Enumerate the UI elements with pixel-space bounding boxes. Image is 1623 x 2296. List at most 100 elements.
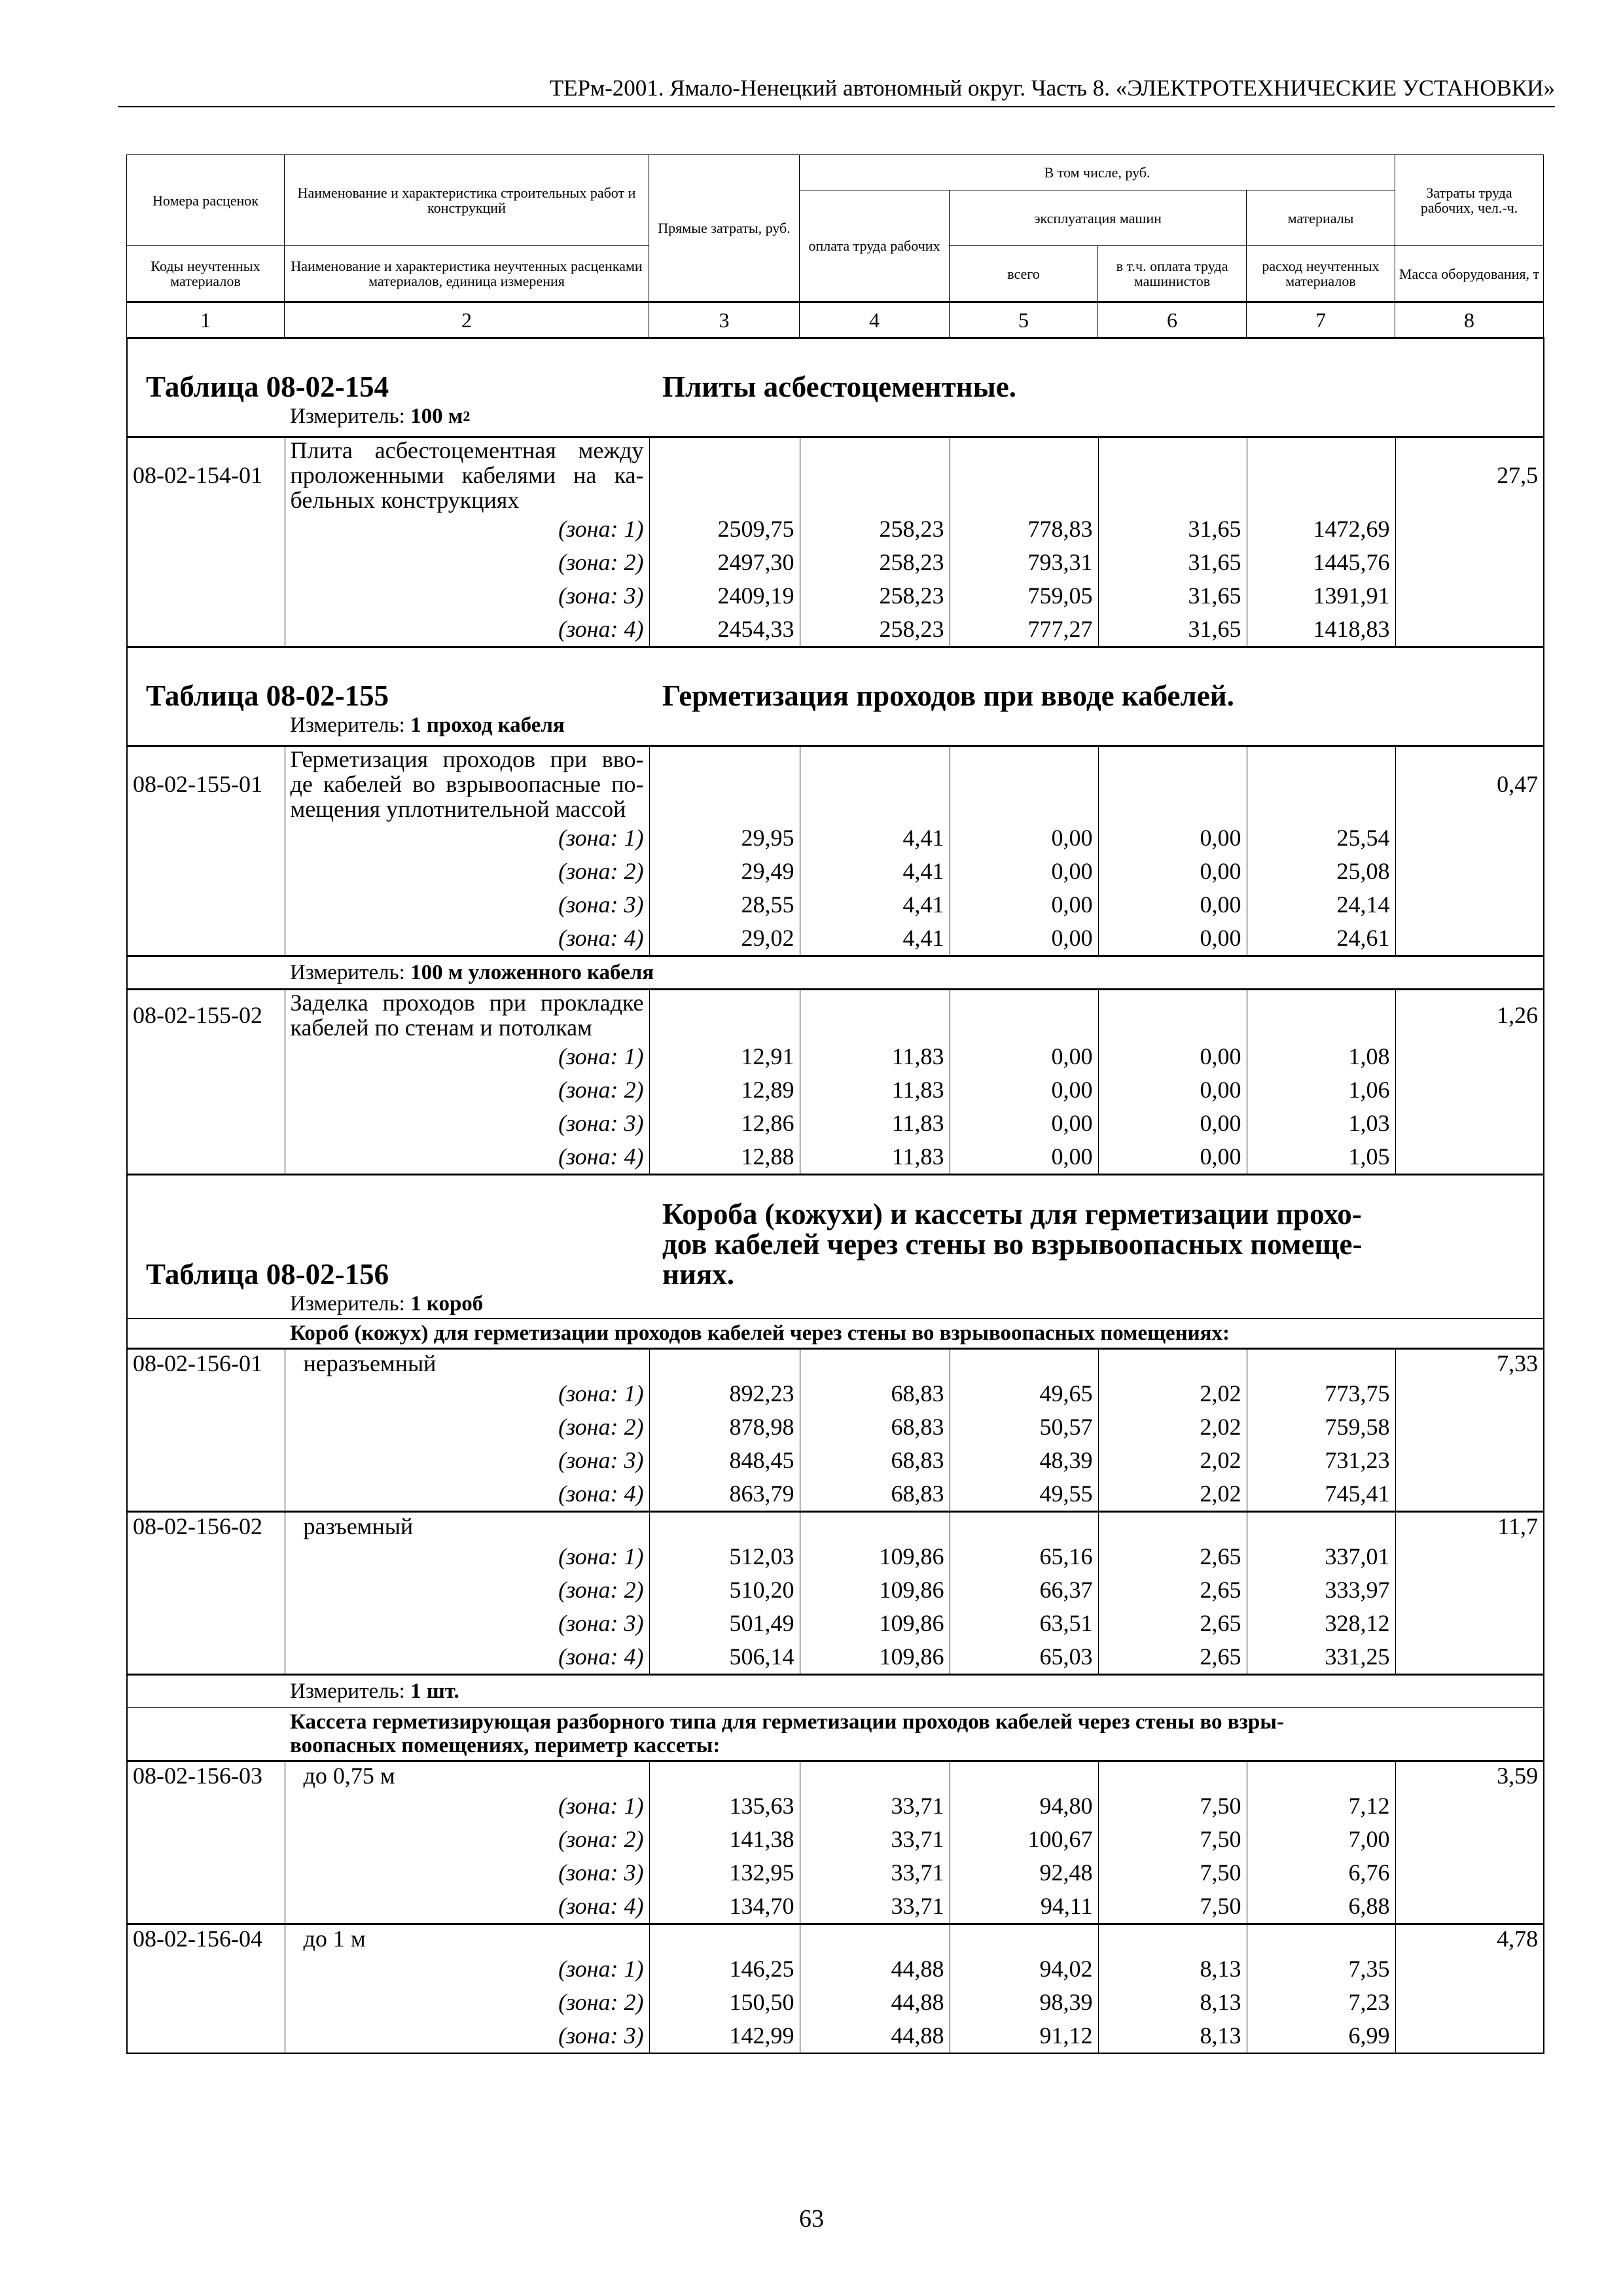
zone-label: (зона: 3) <box>284 579 650 613</box>
description-line: де кабелей во взрывоопасные по- <box>290 771 644 797</box>
rate-code: 08-02-156-01 <box>126 1348 285 1377</box>
measure-value: 100 м уложенного кабеля <box>410 961 654 984</box>
empty-cell <box>1395 1140 1544 1175</box>
empty-cell <box>799 1348 950 1377</box>
empty-cell <box>1395 1410 1544 1444</box>
direct-cost: 878,98 <box>649 1410 800 1444</box>
header-wages: оплата труда рабочих <box>799 190 950 302</box>
measure-label: Измеритель: <box>290 404 411 428</box>
zone-row: (зона: 4) 863,79 68,83 49,55 2,02 745,41 <box>126 1477 1544 1512</box>
empty-cell <box>1246 745 1396 821</box>
description-line: кабелей по стенам и потолкам <box>290 1014 592 1041</box>
zone-label: (зона: 1) <box>284 1952 650 1986</box>
measure-row: Измеритель: 100 м2 <box>127 402 1544 437</box>
wages: 4,41 <box>799 821 950 855</box>
header-direct-costs: Прямые затраты, руб. <box>649 154 800 302</box>
empty-cell <box>127 1674 285 1708</box>
rates-table: Таблица 08-02-154 Плиты асбестоцементные.… <box>126 337 1545 2054</box>
empty-cell <box>949 436 1099 512</box>
zone-label: (зона: 4) <box>284 1640 650 1675</box>
zone-row: (зона: 4) 12,88 11,83 0,00 0,00 1,05 <box>126 1140 1544 1175</box>
machines-total: 777,27 <box>949 613 1099 647</box>
group-heading-line: воопасных помещениях, периметр кассеты: <box>290 1734 721 1757</box>
measure-unit: Измеритель: 1 проход кабеля <box>285 711 1544 746</box>
header-unaccounted-materials: расход неучтенных материалов <box>1245 245 1396 302</box>
empty-cell <box>1395 1377 1544 1410</box>
materials-cost: 337,01 <box>1246 1540 1396 1573</box>
table-title-row: Таблица 08-02-154 Плиты асбестоцементные. <box>127 337 1544 402</box>
empty-cell <box>126 1377 285 1410</box>
measure-row: Измеритель: 1 короб <box>127 1289 1544 1319</box>
empty-cell <box>1395 888 1544 922</box>
operator-wages: 2,02 <box>1097 1477 1247 1512</box>
zone-label: (зона: 1) <box>284 1789 650 1823</box>
materials-cost: 6,88 <box>1246 1890 1396 1924</box>
operator-wages: 8,13 <box>1097 1986 1247 2019</box>
machines-total: 63,51 <box>949 1607 1099 1640</box>
empty-cell <box>1097 745 1247 821</box>
direct-cost: 510,20 <box>649 1573 800 1607</box>
materials-cost: 731,23 <box>1246 1444 1396 1477</box>
wages: 33,71 <box>799 1789 950 1823</box>
wages: 11,83 <box>799 1040 950 1073</box>
wages: 258,23 <box>799 546 950 579</box>
empty-cell <box>127 711 285 746</box>
col-number: 5 <box>949 301 1098 338</box>
zone-label: (зона: 1) <box>284 1377 650 1410</box>
empty-cell <box>649 745 800 821</box>
wages: 4,41 <box>799 888 950 922</box>
zone-row: (зона: 1) 29,95 4,41 0,00 0,00 25,54 <box>126 821 1544 855</box>
header-machines-total: всего <box>949 245 1098 302</box>
machines-total: 65,16 <box>949 1540 1099 1573</box>
operator-wages: 0,00 <box>1097 1107 1247 1140</box>
direct-cost: 132,95 <box>649 1856 800 1890</box>
header-rate-numbers: Номера расценок <box>126 154 285 246</box>
wages: 11,83 <box>799 1140 950 1175</box>
table-number: Таблица 08-02-154 <box>127 337 650 402</box>
rate-description: до 0,75 м <box>284 1760 650 1789</box>
rate-code: 08-02-155-01 <box>126 745 285 821</box>
direct-cost: 2409,19 <box>649 579 800 613</box>
materials-cost: 6,76 <box>1246 1856 1396 1890</box>
materials-cost: 1,03 <box>1246 1107 1396 1140</box>
zone-label: (зона: 2) <box>284 1410 650 1444</box>
labor-cost: 3,59 <box>1395 1760 1544 1789</box>
empty-cell <box>1246 1348 1396 1377</box>
zone-row: (зона: 1) 135,63 33,71 94,80 7,50 7,12 <box>126 1789 1544 1823</box>
measure-row: Измеритель: 1 проход кабеля <box>127 711 1544 746</box>
direct-cost: 12,91 <box>649 1040 800 1073</box>
materials-cost: 25,08 <box>1246 855 1396 888</box>
description-line: Герметизация проходов при вво- <box>290 746 644 772</box>
direct-cost: 512,03 <box>649 1540 800 1573</box>
header-work-name: Наименование и характеристика строительн… <box>284 154 649 246</box>
materials-cost: 1445,76 <box>1246 546 1396 579</box>
zone-row: (зона: 1) 2509,75 258,23 778,83 31,65 1472,69 <box>126 512 1544 546</box>
machines-total: 0,00 <box>949 922 1099 956</box>
empty-cell <box>1395 1540 1544 1573</box>
group-heading-row: Короб (кожух) для герметизации проходов … <box>127 1318 1544 1349</box>
empty-cell <box>126 613 285 647</box>
zone-label: (зона: 1) <box>284 1540 650 1573</box>
empty-cell <box>126 1444 285 1477</box>
table-title-line: ниях. <box>662 1258 734 1291</box>
zone-row: (зона: 4) 2454,33 258,23 777,27 31,65 1418,83 <box>126 613 1544 647</box>
zone-row: (зона: 4) 29,02 4,41 0,00 0,00 24,61 <box>126 922 1544 956</box>
empty-cell <box>799 1511 950 1540</box>
machines-total: 0,00 <box>949 1040 1099 1073</box>
operator-wages: 2,02 <box>1097 1444 1247 1477</box>
operator-wages: 0,00 <box>1097 821 1247 855</box>
empty-cell <box>1097 1511 1247 1540</box>
materials-cost: 7,23 <box>1246 1986 1396 2019</box>
table-title-line: Короба (кожухи) и кассеты для герметизац… <box>662 1198 1362 1230</box>
direct-cost: 506,14 <box>649 1640 800 1675</box>
empty-cell <box>799 1760 950 1789</box>
col-number: 6 <box>1097 301 1247 338</box>
empty-cell <box>126 1952 285 1986</box>
operator-wages: 2,65 <box>1097 1607 1247 1640</box>
empty-cell <box>126 1410 285 1444</box>
machines-total: 0,00 <box>949 1073 1099 1107</box>
header-materials: материалы <box>1245 190 1396 246</box>
empty-cell <box>127 955 285 990</box>
group-heading-line: Короб (кожух) для герметизации проходов … <box>290 1321 1230 1345</box>
operator-wages: 8,13 <box>1097 2019 1247 2053</box>
